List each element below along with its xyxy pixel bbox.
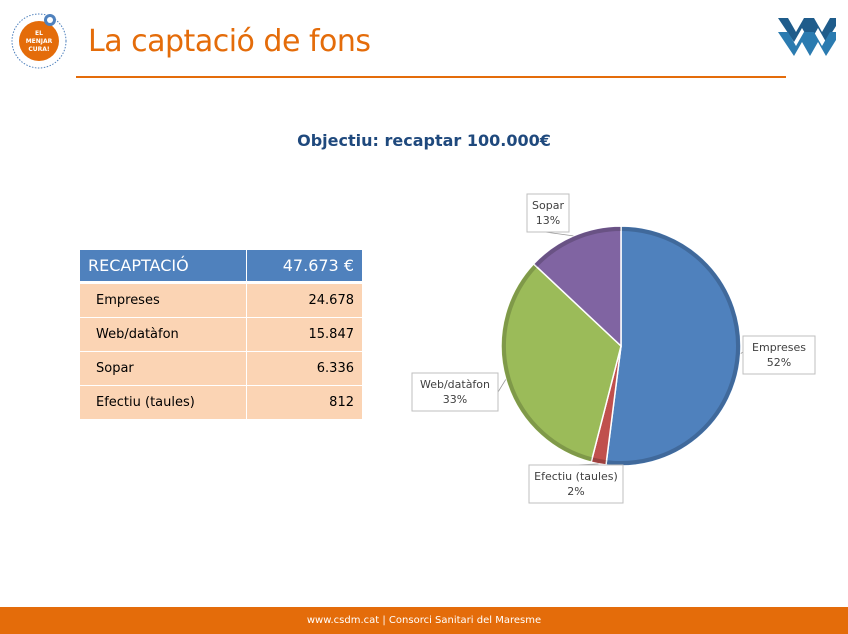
fundraising-pie-chart: Empreses 52% Efectiu (taules) 2% Web/datàfon… [411, 193, 816, 504]
table-cell-value: 15.847 [246, 317, 362, 352]
logo-line-1: EL [35, 30, 43, 37]
title-divider [76, 76, 786, 78]
page-title: La captació de fons [88, 24, 371, 59]
table-header-row: RECAPTACIÓ 47.673 € [80, 250, 362, 284]
table-row: Efectiu (taules) 812 [80, 385, 362, 420]
csdm-logo [778, 18, 836, 56]
table-header-total: 47.673 € [246, 250, 362, 284]
pie-slice-empreses [605, 225, 742, 467]
footer: www.csdm.cat | Consorci Sanitari del Mar… [0, 607, 848, 634]
pie-label-percent: 13% [536, 214, 560, 227]
callout-leader-line [544, 231, 574, 237]
el-menjar-cura-logo: EL MENJAR CURA! [11, 13, 67, 69]
pie-label-name: Empreses [752, 341, 806, 354]
pie-slice-edge [606, 227, 740, 465]
callout-box [528, 464, 624, 504]
logo-line-2: MENJAR [26, 38, 53, 45]
table-header-label: RECAPTACIÓ [80, 250, 247, 284]
table-row: Web/datàfon 15.847 [80, 317, 362, 352]
table-row: Sopar 6.336 [80, 351, 362, 386]
logo-line-3: CURA! [28, 46, 49, 53]
pie-label-name: Web/datàfon [420, 378, 490, 391]
table-cell-value: 812 [246, 385, 362, 420]
table-row: Empreses 24.678 [80, 282, 362, 318]
pie-label-percent: 2% [567, 485, 584, 498]
pie-slice-edge [502, 264, 593, 462]
pie-label-name: Efectiu (taules) [534, 470, 618, 483]
objective-subtitle: Objectiu: recaptar 100.000€ [297, 131, 551, 150]
callout-box [526, 193, 570, 233]
callout-box [411, 372, 499, 412]
table-cell-value: 24.678 [246, 282, 362, 318]
pie-label-percent: 33% [443, 393, 467, 406]
fundraising-table: RECAPTACIÓ 47.673 € Empreses 24.678 Web/… [80, 250, 362, 420]
pie-label-name: Sopar [532, 199, 564, 212]
pie-slice-web-dat-fon [500, 262, 622, 464]
table-cell-value: 6.336 [246, 351, 362, 386]
callout-box [742, 335, 816, 375]
pie-slice-sopar [532, 225, 622, 348]
pie-slice-edge [534, 227, 622, 268]
pie-label-percent: 52% [767, 356, 791, 369]
table-cell-label: Efectiu (taules) [80, 385, 247, 420]
table-cell-label: Empreses [80, 282, 247, 318]
callout-leader-line [497, 379, 507, 393]
table-cell-label: Web/datàfon [80, 317, 247, 352]
table-cell-label: Sopar [80, 351, 247, 386]
